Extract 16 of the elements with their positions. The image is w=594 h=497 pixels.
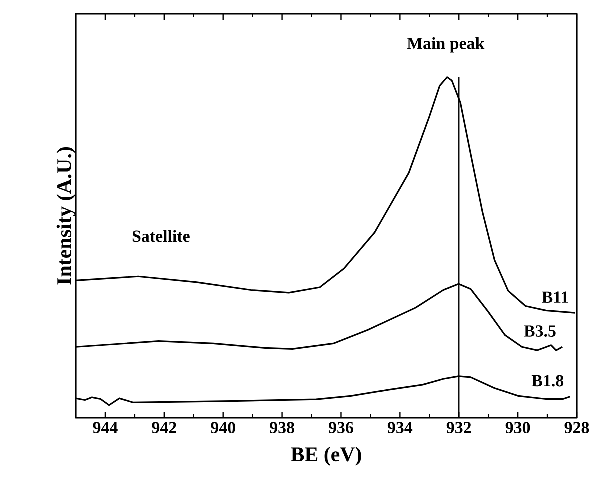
series-label: B11 <box>542 292 568 303</box>
x-tick-label: 932 <box>446 422 472 434</box>
annotation: Satellite <box>132 230 190 242</box>
x-tick-label: 930 <box>506 422 530 434</box>
x-tick-label: 942 <box>152 422 176 434</box>
series-label: B3.5 <box>524 326 556 338</box>
x-tick-label: 936 <box>329 422 354 434</box>
x-tick-label: 934 <box>388 422 413 434</box>
x-axis-title: BE (eV) <box>291 446 362 466</box>
ref-line-label: Main peak <box>407 37 485 53</box>
x-tick-label: 938 <box>270 422 294 434</box>
series-label: B1.8 <box>532 375 564 387</box>
x-tick-label: 944 <box>93 422 118 434</box>
x-tick-label: 928 <box>564 422 590 434</box>
y-axis-title: Intensity (A.U.) <box>56 147 76 285</box>
x-tick-label: 940 <box>211 422 236 434</box>
